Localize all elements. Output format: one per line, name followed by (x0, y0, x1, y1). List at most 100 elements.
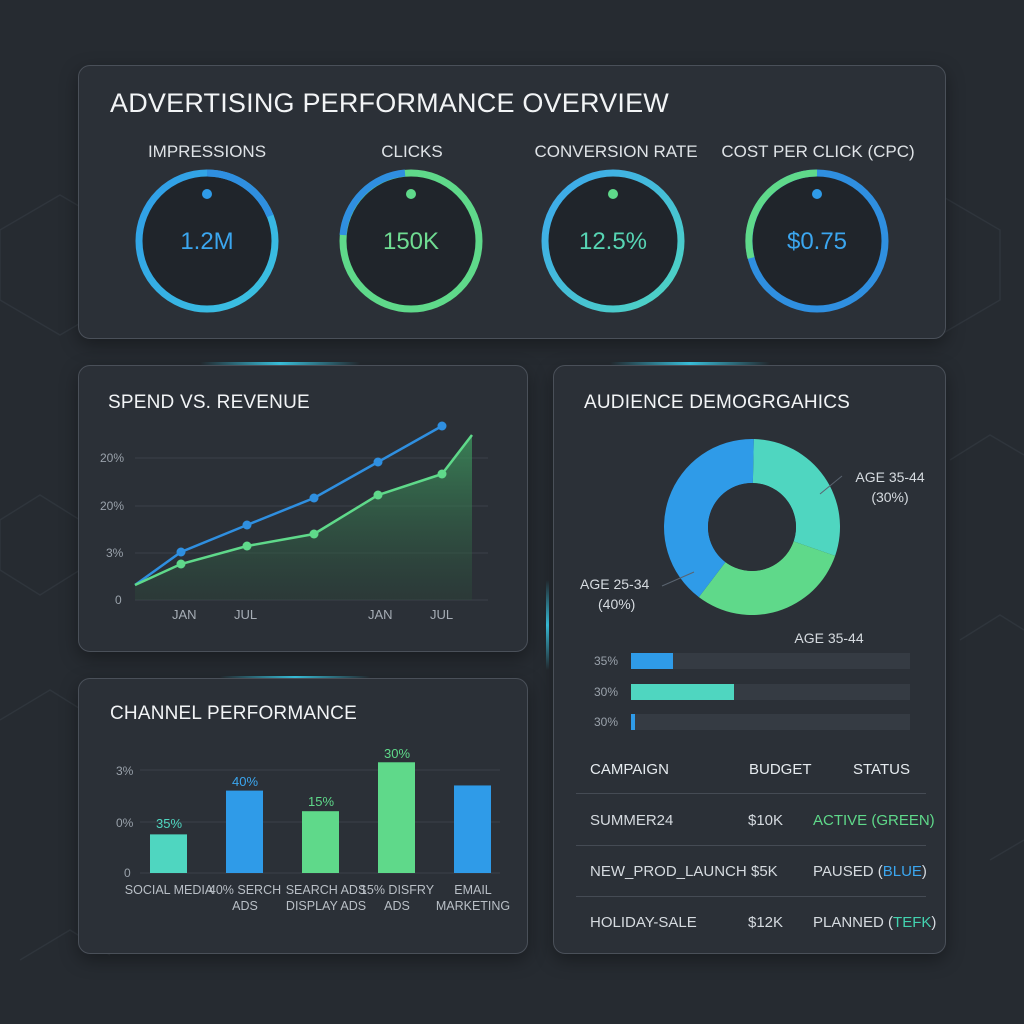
pie-label-name: AGE 25-34 (580, 576, 650, 592)
channel-value-label: 35% (155, 816, 183, 831)
bar-legend-name: AGE 35-44 (794, 630, 864, 646)
channel-chart (140, 762, 500, 874)
channel-bar (454, 785, 491, 873)
kpi-label-impressions: IMPRESSIONS (147, 142, 267, 161)
table-divider (576, 845, 926, 846)
channel-ytick: 3% (116, 764, 134, 778)
hbar-fill (631, 714, 636, 730)
overview-title: ADVERTISING PERFORMANCE OVERVIEW (110, 88, 669, 118)
kpi-label-conversion-rate: CONVERSION RATE (534, 142, 698, 161)
kpi-value-clicks: 150K (382, 228, 440, 255)
glow-divider (610, 362, 770, 365)
spend-title: SPEND VS. REVENUE (108, 392, 310, 413)
pie-label-value: (30%) (871, 489, 909, 505)
spend-xtick: JUL (430, 607, 454, 622)
glow-divider (220, 676, 370, 679)
spend-xtick: JUL (234, 607, 258, 622)
kpi-label-cpc: COST PER CLICK (CPC) (721, 142, 915, 161)
channel-category: 40% SERCH ADS (208, 883, 282, 913)
status-prefix: PAUSED ( (813, 863, 883, 880)
pie-label-name: AGE 35-44 (855, 469, 925, 485)
status-color-word: TEFK (893, 914, 932, 931)
campaign-name: HOLIDAY-SALE (590, 914, 697, 931)
hbar-label: 35% (594, 654, 619, 668)
campaign-status: ACTIVE (GREEN) (813, 812, 935, 829)
spend-xtick: JAN (172, 607, 197, 622)
table-header-campaign: CAMPAIGN (590, 761, 669, 778)
status-prefix: PLANNED ( (813, 914, 894, 931)
spend-point (242, 520, 252, 530)
kpi-label-clicks: CLICKS (381, 142, 443, 161)
channel-bar (226, 790, 263, 873)
campaign-budget: $12K (748, 914, 784, 931)
spend-line (134, 424, 443, 587)
gauge-impressions (135, 169, 279, 313)
donut-slice (663, 439, 754, 598)
channel-category: EMAIL MARKETING (435, 883, 511, 913)
campaign-status: PLANNED (TEFK) (813, 914, 936, 931)
hbar-fill (631, 653, 673, 669)
donut-hole (708, 483, 796, 571)
status-color-word: BLUE (882, 863, 922, 880)
spend-ytick: 3% (106, 546, 124, 560)
hbar-label: 30% (594, 685, 619, 699)
table-divider (576, 793, 926, 794)
kpi-value-conversion: 12.5% (578, 228, 648, 255)
donut-slice (698, 541, 836, 615)
revenue-point (309, 529, 319, 539)
spend-point (373, 457, 383, 467)
spend-point (309, 493, 319, 503)
channel-value-label: 30% (383, 746, 411, 761)
pie-label-value: (40%) (598, 596, 636, 612)
audience-title: AUDIENCE DEMOGRGAHICS (584, 392, 851, 413)
hbar-label: 30% (594, 715, 619, 729)
glow-divider (200, 362, 360, 365)
campaign-budget: $10K (748, 812, 784, 829)
table-header-status: STATUS (853, 761, 910, 778)
spend-ytick: 20% (100, 451, 125, 465)
revenue-point (437, 469, 447, 479)
channel-bar (378, 762, 415, 873)
channel-category: 15% DISFRY ADS (359, 883, 435, 913)
spend-point (437, 421, 447, 431)
gauge-cpc (745, 169, 889, 313)
channel-category: SOCIAL MEDIA (124, 883, 214, 897)
revenue-point (242, 541, 252, 551)
hbar-fill (631, 684, 735, 700)
hbar-track (631, 653, 910, 669)
channel-title: CHANNEL PERFORMANCE (110, 703, 357, 724)
channel-value-label: 40% (231, 774, 259, 789)
channel-ytick: 0 (124, 866, 131, 880)
hbar-track (631, 714, 910, 730)
kpi-value-cpc: $0.75 (786, 228, 848, 255)
spend-point (176, 547, 186, 557)
revenue-point (373, 490, 383, 500)
kpi-gauges (135, 169, 889, 313)
channel-bar (302, 811, 339, 873)
channel-category: SEARCH ADS DISPLAY ADS (285, 883, 367, 913)
spend-xtick: JAN (368, 607, 393, 622)
table-header-budget: BUDGET (749, 761, 812, 778)
revenue-area (135, 435, 472, 600)
gauge-conversion (541, 169, 685, 313)
spend-chart (134, 421, 488, 601)
campaign-name: NEW_PROD_LAUNCH (590, 863, 747, 880)
pie-label-age-25-34: AGE 25-34 (40%) (574, 574, 664, 614)
campaign-status: PAUSED (BLUE) (813, 863, 927, 880)
pie-label-age-35-44: AGE 35-44 (30%) (845, 467, 935, 507)
hbar-track (631, 684, 910, 700)
donut-slice (752, 439, 840, 556)
kpi-value-impressions: 1.2M (180, 228, 234, 255)
gauge-clicks (339, 169, 483, 313)
audience-donut (661, 439, 843, 615)
spend-ytick: 0 (115, 593, 122, 607)
status-suffix: ) (921, 863, 927, 880)
revenue-point (176, 559, 186, 569)
status-suffix: ) (931, 914, 937, 931)
channel-bar (150, 834, 187, 873)
campaign-budget: $5K (751, 863, 778, 880)
channel-value-label: 15% (307, 794, 335, 809)
table-divider (576, 896, 926, 897)
spend-ytick: 20% (100, 499, 125, 513)
glow-divider (546, 580, 549, 670)
